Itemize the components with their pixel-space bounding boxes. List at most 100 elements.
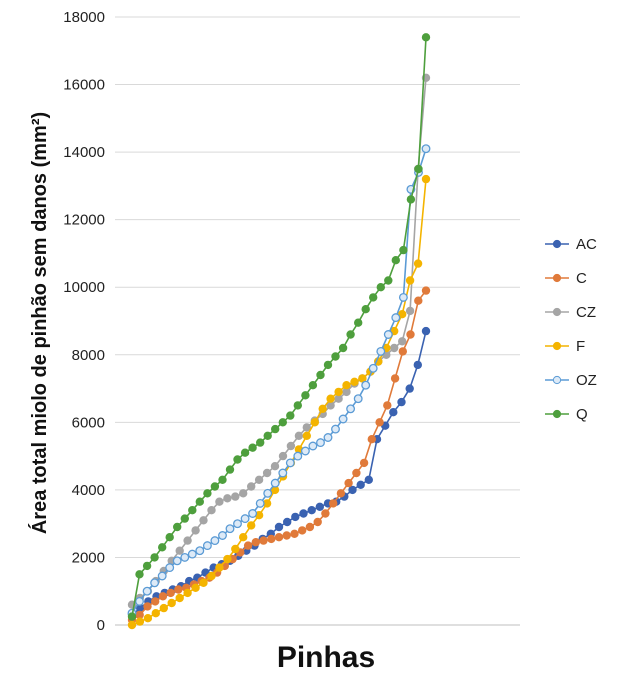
data-point bbox=[369, 293, 378, 302]
data-point bbox=[338, 343, 348, 353]
data-point bbox=[165, 533, 174, 542]
data-point bbox=[180, 552, 190, 562]
data-point bbox=[223, 494, 232, 503]
y-tick-label: 14000 bbox=[63, 144, 105, 161]
data-point bbox=[150, 597, 160, 606]
legend-item-oz: OZ bbox=[545, 372, 597, 389]
data-point bbox=[238, 533, 248, 542]
gridlines bbox=[115, 16, 520, 558]
data-point bbox=[329, 499, 338, 508]
data-point bbox=[294, 431, 304, 440]
data-point bbox=[315, 502, 324, 511]
data-point bbox=[302, 423, 311, 432]
data-point bbox=[271, 424, 280, 434]
data-point bbox=[293, 451, 303, 461]
data-point bbox=[175, 546, 184, 555]
data-point bbox=[127, 612, 137, 621]
data-point bbox=[172, 522, 182, 532]
data-point bbox=[202, 541, 212, 551]
data-point bbox=[405, 384, 414, 393]
series-line bbox=[131, 148, 427, 614]
data-point bbox=[293, 401, 302, 410]
data-point bbox=[199, 578, 208, 587]
data-point bbox=[142, 561, 152, 571]
data-point bbox=[313, 517, 322, 527]
data-point bbox=[331, 424, 340, 434]
data-point bbox=[421, 326, 431, 336]
data-point bbox=[207, 571, 216, 581]
y-tick-label: 4000 bbox=[72, 482, 105, 499]
data-point bbox=[151, 609, 160, 618]
legend-label: AC bbox=[576, 236, 597, 253]
legend-marker bbox=[552, 409, 562, 419]
data-point bbox=[243, 541, 253, 550]
legend-marker bbox=[552, 341, 562, 351]
data-point bbox=[175, 593, 184, 603]
y-tick-label: 0 bbox=[97, 617, 105, 634]
legend-item-c: C bbox=[545, 270, 587, 287]
data-point bbox=[255, 498, 265, 508]
data-point bbox=[274, 522, 284, 532]
data-point bbox=[143, 614, 153, 623]
data-point bbox=[135, 617, 145, 626]
data-point bbox=[406, 195, 416, 204]
data-point bbox=[143, 602, 152, 611]
data-point bbox=[383, 401, 392, 410]
data-point bbox=[356, 480, 365, 489]
data-point bbox=[316, 438, 325, 448]
data-point bbox=[353, 394, 363, 404]
data-point bbox=[207, 506, 216, 515]
data-point bbox=[307, 506, 316, 515]
data-point bbox=[346, 404, 356, 414]
data-point bbox=[368, 363, 378, 373]
data-point bbox=[398, 292, 408, 302]
data-point bbox=[305, 522, 315, 532]
data-point bbox=[246, 482, 256, 491]
data-point bbox=[321, 509, 330, 518]
data-point bbox=[364, 475, 373, 484]
y-tick-label: 8000 bbox=[72, 347, 105, 364]
data-point bbox=[174, 585, 183, 594]
data-point bbox=[203, 489, 212, 498]
data-point bbox=[157, 543, 167, 552]
data-point bbox=[223, 554, 232, 564]
data-point bbox=[413, 259, 423, 268]
data-point bbox=[270, 462, 280, 471]
data-point bbox=[358, 374, 367, 383]
data-point bbox=[225, 465, 235, 474]
data-point bbox=[384, 276, 393, 285]
data-point bbox=[338, 414, 348, 424]
data-point bbox=[290, 529, 299, 538]
data-point bbox=[285, 458, 295, 468]
legend-marker bbox=[552, 307, 562, 317]
data-point bbox=[334, 387, 343, 397]
series-oz bbox=[127, 144, 431, 618]
data-point bbox=[383, 330, 393, 339]
data-point bbox=[165, 563, 175, 573]
data-point bbox=[191, 583, 200, 592]
y-axis-label: Área total miolo de pinhão sem danos (mm… bbox=[28, 112, 51, 534]
data-point bbox=[301, 391, 310, 400]
data-point bbox=[142, 586, 152, 596]
data-point bbox=[421, 144, 431, 154]
data-point bbox=[215, 497, 224, 506]
data-point bbox=[158, 592, 168, 601]
data-point bbox=[376, 346, 386, 356]
legend-label: Q bbox=[576, 406, 588, 423]
data-point bbox=[183, 588, 192, 598]
data-point bbox=[421, 286, 431, 295]
legend-label: CZ bbox=[576, 304, 596, 321]
data-point bbox=[323, 433, 333, 442]
data-point bbox=[286, 411, 295, 420]
data-point bbox=[135, 570, 144, 579]
data-point bbox=[270, 478, 280, 488]
data-point bbox=[421, 174, 431, 184]
data-point bbox=[199, 516, 208, 525]
x-axis-label: Pinhas bbox=[277, 641, 375, 673]
data-point bbox=[398, 337, 407, 346]
data-point bbox=[259, 536, 268, 545]
data-point bbox=[376, 283, 385, 292]
data-point bbox=[240, 514, 250, 524]
data-point bbox=[231, 492, 240, 501]
legend-marker bbox=[552, 239, 562, 249]
